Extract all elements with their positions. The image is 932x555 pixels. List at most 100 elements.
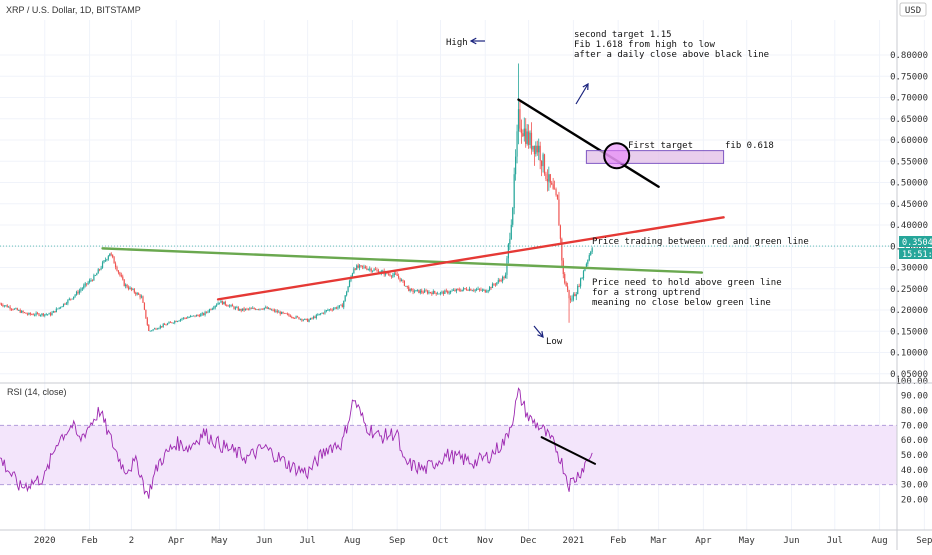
candle-body <box>218 302 221 304</box>
candle-body <box>564 274 566 283</box>
candle-body <box>496 282 498 285</box>
candle-body <box>447 290 449 294</box>
price-tick-label: 0.15000 <box>890 327 928 337</box>
candle-body <box>240 309 242 311</box>
fib-label: fib 0.618 <box>725 141 774 151</box>
candle-body <box>476 289 478 291</box>
candle-body <box>231 304 234 307</box>
candle-body <box>448 292 450 294</box>
high-arrow-head <box>469 37 477 45</box>
candle-body <box>80 289 82 291</box>
drawing-layer <box>0 37 897 465</box>
candle-body <box>28 312 30 315</box>
candle-body <box>402 279 404 281</box>
candle-body <box>337 307 339 309</box>
time-tick-label: Oct <box>432 536 448 546</box>
candle-body <box>224 301 226 305</box>
second-target-line-1: second target 1.15 <box>574 30 672 40</box>
candle-body <box>409 289 411 291</box>
rsi-tick-label: 90.00 <box>901 392 928 402</box>
candle-body <box>328 309 330 311</box>
candle-body <box>481 289 483 291</box>
candle-body <box>101 262 104 268</box>
candle-body <box>129 287 131 289</box>
candle-body <box>357 265 359 268</box>
candle-body <box>213 307 215 309</box>
candle-body <box>259 308 261 310</box>
candle-body <box>75 291 78 295</box>
candle-body <box>324 310 326 314</box>
candle-body <box>509 238 511 245</box>
candle-body <box>396 274 398 276</box>
candle-body <box>317 314 319 316</box>
candle-body <box>279 311 281 315</box>
candle-body <box>294 318 296 319</box>
candle-body <box>200 314 202 317</box>
candle-body <box>590 251 592 256</box>
up-target-arrow-head <box>582 82 589 91</box>
time-tick-label: Sep <box>389 536 405 546</box>
candle-body <box>266 307 268 309</box>
candle-body <box>529 132 531 145</box>
second-target-line-3: after a daily close above black line <box>574 50 769 60</box>
price-tick-label: 0.60000 <box>890 136 928 146</box>
candle-body <box>569 298 572 301</box>
candle-body <box>551 182 553 185</box>
candle-body <box>421 290 423 293</box>
candle-body <box>44 314 46 316</box>
candle-body <box>305 318 307 320</box>
price-tick-label: 0.50000 <box>890 179 928 189</box>
candle-body <box>299 318 302 320</box>
time-tick-label: Jul <box>827 536 843 546</box>
candle-body <box>510 224 512 239</box>
candle-body <box>382 270 384 272</box>
rsi-tick-label: 70.00 <box>901 421 928 431</box>
candle-body <box>412 289 414 292</box>
candle-body <box>471 290 473 292</box>
currency-label: USD <box>905 6 921 16</box>
candle-body <box>161 326 163 327</box>
candle-body <box>460 290 462 292</box>
time-tick-label: Nov <box>477 536 493 546</box>
candle-body <box>470 288 472 291</box>
candle-body <box>23 312 26 314</box>
candle-body <box>73 296 75 299</box>
candle-body <box>179 319 182 321</box>
candle-body <box>90 280 92 282</box>
candle-body <box>107 256 109 260</box>
currency-button[interactable]: USD <box>899 2 927 17</box>
candle-body <box>242 308 244 311</box>
candle-body <box>34 314 36 316</box>
candle-body <box>74 294 76 297</box>
candle-body <box>64 303 66 305</box>
candle-body <box>360 265 362 267</box>
candle-body <box>106 259 108 261</box>
low-arrow-shaft <box>533 325 544 338</box>
up-target-arrow-shaft <box>575 83 589 105</box>
candle-body <box>99 269 101 271</box>
candle-body <box>288 314 290 316</box>
candle-body <box>174 321 176 323</box>
candle-body <box>57 308 59 310</box>
first-target-label: First target <box>628 141 693 151</box>
price-tick-label: 0.80000 <box>890 51 928 61</box>
candle-body <box>127 287 130 289</box>
candle-body <box>285 313 287 314</box>
candle-body <box>390 275 393 277</box>
candle-body <box>497 280 499 283</box>
candle-body <box>429 292 432 293</box>
candle-body <box>452 289 455 291</box>
candle-body <box>255 308 257 310</box>
candle-body <box>366 268 368 270</box>
candle-body <box>230 304 232 306</box>
candle-body <box>156 328 159 330</box>
candle-body <box>348 280 351 287</box>
candle-body <box>96 273 98 276</box>
candle-body <box>22 310 24 313</box>
rsi-tick-label: 100.00 <box>895 377 928 387</box>
candle-body <box>359 265 361 268</box>
time-tick-label: Feb <box>81 536 97 546</box>
candle-body <box>568 289 570 299</box>
candle-body <box>325 310 328 311</box>
hold-above-line-1: Price need to hold above green line <box>592 278 782 288</box>
